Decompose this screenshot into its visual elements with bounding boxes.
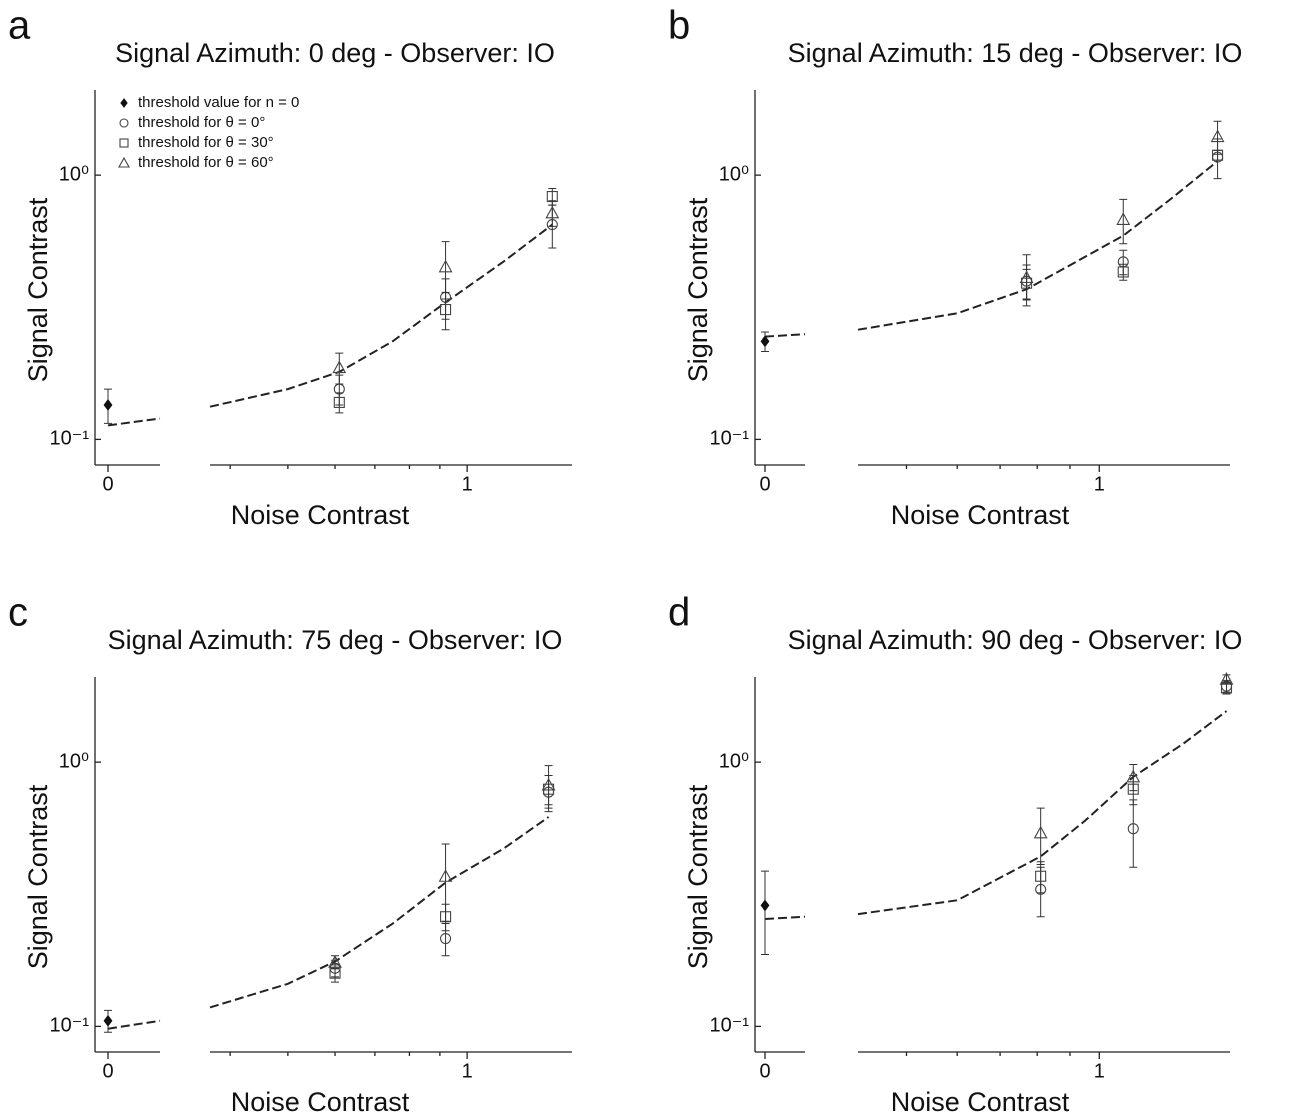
- chart-title: Signal Azimuth: 90 deg - Observer: IO: [788, 625, 1243, 655]
- marker-triangle: [545, 205, 560, 219]
- y-tick-label: 10⁻¹: [710, 428, 750, 450]
- marker-diamond: [103, 1014, 113, 1027]
- marker-circle: [440, 932, 452, 945]
- marker-triangle: [1116, 212, 1131, 225]
- model-curve: [764, 333, 806, 338]
- chart-title: Signal Azimuth: 0 deg - Observer: IO: [115, 38, 555, 68]
- panel-label: d: [668, 591, 690, 635]
- error-bar: [1119, 198, 1128, 245]
- marker-triangle: [332, 360, 347, 374]
- error-bar: [1129, 763, 1138, 792]
- x-axis-label: Noise Contrast: [891, 500, 1070, 530]
- model-curve: [857, 710, 1228, 916]
- model-curve: [107, 1019, 161, 1030]
- y-tick-label: 10⁻¹: [50, 428, 90, 450]
- error-bar: [1213, 120, 1222, 155]
- error-bar: [1036, 807, 1045, 865]
- x-tick-label: 0: [759, 1060, 770, 1082]
- legend-label: threshold value for n = 0: [138, 94, 299, 111]
- x-tick-label: 0: [102, 1060, 113, 1082]
- marker-triangle: [438, 869, 453, 882]
- marker-diamond: [120, 98, 128, 108]
- y-axis-label: Signal Contrast: [23, 784, 53, 969]
- marker-triangle: [1210, 129, 1225, 143]
- marker-square: [1035, 870, 1047, 882]
- x-tick-label: 1: [462, 1060, 473, 1082]
- legend-label: threshold for θ = 30°: [138, 134, 274, 151]
- model-curve: [209, 816, 550, 1009]
- marker-triangle: [438, 259, 453, 273]
- marker-triangle: [1019, 270, 1034, 284]
- x-tick-label: 0: [102, 473, 113, 495]
- x-axis-label: Noise Contrast: [231, 1087, 410, 1117]
- error-bar: [544, 765, 553, 809]
- legend-label: threshold for θ = 60°: [138, 154, 274, 171]
- model-curve: [107, 417, 161, 427]
- panel-label: a: [8, 4, 31, 48]
- panel: c Signal Azimuth: 75 deg - Observer: IO Si…: [8, 591, 572, 1117]
- y-axis-label: Signal Contrast: [683, 784, 713, 969]
- marker-circle: [1127, 823, 1139, 835]
- marker-triangle: [1126, 769, 1141, 783]
- y-tick-label: 10⁻¹: [50, 1015, 90, 1037]
- marker-circle: [119, 118, 129, 128]
- model-curve: [764, 915, 806, 920]
- model-curve: [857, 160, 1219, 331]
- panel-label: c: [8, 591, 28, 635]
- x-tick-label: 0: [759, 473, 770, 495]
- x-axis-label: Noise Contrast: [231, 500, 410, 530]
- error-bar: [441, 843, 450, 922]
- x-tick-label: 1: [1094, 1060, 1105, 1082]
- y-tick-label: 10⁰: [719, 750, 749, 772]
- y-tick-label: 10⁰: [59, 750, 89, 772]
- error-bar: [335, 352, 344, 385]
- chart-title: Signal Azimuth: 75 deg - Observer: IO: [108, 625, 563, 655]
- x-tick-label: 1: [462, 473, 473, 495]
- marker-triangle: [1219, 672, 1234, 685]
- marker-triangle: [328, 955, 342, 968]
- y-axis-label: Signal Contrast: [683, 197, 713, 382]
- legend-label: threshold for θ = 0°: [138, 114, 265, 131]
- marker-square: [1117, 266, 1129, 278]
- error-bar: [1036, 861, 1045, 894]
- panel-label: b: [668, 4, 690, 48]
- error-bar: [441, 241, 450, 300]
- model-curve: [209, 223, 553, 408]
- marker-square: [333, 396, 345, 408]
- marker-diamond: [760, 899, 770, 912]
- marker-triangle: [1033, 825, 1048, 839]
- panel: d Signal Azimuth: 90 deg - Observer: IO Si…: [668, 591, 1242, 1117]
- y-tick-label: 10⁻¹: [710, 1015, 750, 1037]
- error-bar: [335, 392, 344, 414]
- panel: b Signal Azimuth: 15 deg - Observer: IO Si…: [668, 4, 1242, 531]
- y-axis-label: Signal Contrast: [23, 197, 53, 382]
- marker-triangle: [541, 777, 556, 791]
- error-bar: [1022, 254, 1031, 307]
- y-tick-label: 10⁰: [59, 163, 89, 185]
- marker-square: [119, 138, 129, 148]
- marker-diamond: [103, 399, 113, 411]
- x-axis-label: Noise Contrast: [891, 1087, 1070, 1117]
- marker-triangle: [118, 156, 130, 168]
- chart-title: Signal Azimuth: 15 deg - Observer: IO: [788, 38, 1243, 68]
- error-bar: [548, 200, 557, 227]
- marker-square: [440, 304, 452, 316]
- marker-diamond: [760, 335, 770, 348]
- y-tick-label: 10⁰: [719, 163, 749, 185]
- x-tick-label: 1: [1094, 473, 1105, 495]
- panel: a Signal Azimuth: 0 deg - Observer: IO Sig…: [8, 4, 572, 530]
- error-bar: [761, 870, 769, 956]
